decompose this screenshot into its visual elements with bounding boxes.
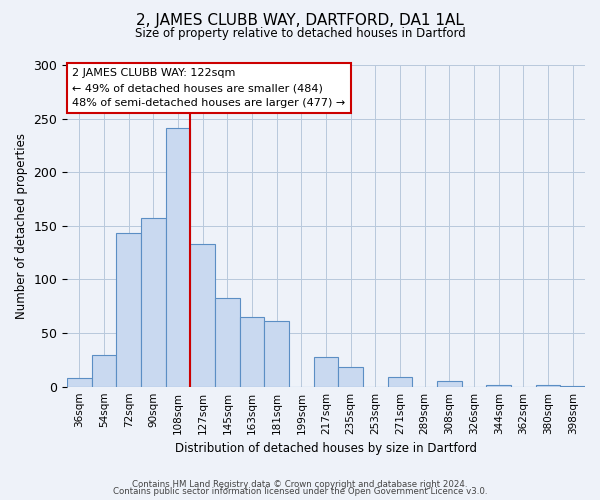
Bar (437, 382, 462, 386)
Text: Contains HM Land Registry data © Crown copyright and database right 2024.: Contains HM Land Registry data © Crown c… (132, 480, 468, 489)
X-axis label: Distribution of detached houses by size in Dartford: Distribution of detached houses by size … (175, 442, 477, 455)
Bar (141, 218, 166, 386)
Text: 2 JAMES CLUBB WAY: 122sqm
← 49% of detached houses are smaller (484)
48% of semi: 2 JAMES CLUBB WAY: 122sqm ← 49% of detac… (73, 68, 346, 108)
Bar (166, 128, 190, 386)
Text: 2, JAMES CLUBB WAY, DARTFORD, DA1 1AL: 2, JAMES CLUBB WAY, DARTFORD, DA1 1AL (136, 12, 464, 28)
Bar (314, 356, 338, 386)
Bar (92, 354, 116, 386)
Bar (388, 377, 412, 386)
Bar (215, 298, 240, 386)
Bar (116, 234, 141, 386)
Bar (487, 384, 511, 386)
Bar (67, 378, 92, 386)
Y-axis label: Number of detached properties: Number of detached properties (15, 133, 28, 319)
Bar (338, 368, 363, 386)
Bar (240, 317, 265, 386)
Text: Size of property relative to detached houses in Dartford: Size of property relative to detached ho… (134, 28, 466, 40)
Text: Contains public sector information licensed under the Open Government Licence v3: Contains public sector information licen… (113, 488, 487, 496)
Bar (190, 244, 215, 386)
Bar (265, 322, 289, 386)
Bar (536, 384, 560, 386)
